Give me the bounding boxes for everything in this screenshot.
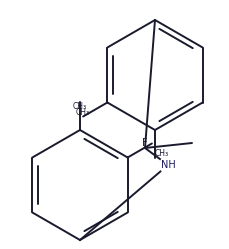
Text: CH₃: CH₃ [73,102,87,111]
Text: NH: NH [160,160,175,170]
Text: F: F [142,138,147,148]
Text: CH₃: CH₃ [154,149,168,158]
Text: CH₃: CH₃ [76,108,90,117]
